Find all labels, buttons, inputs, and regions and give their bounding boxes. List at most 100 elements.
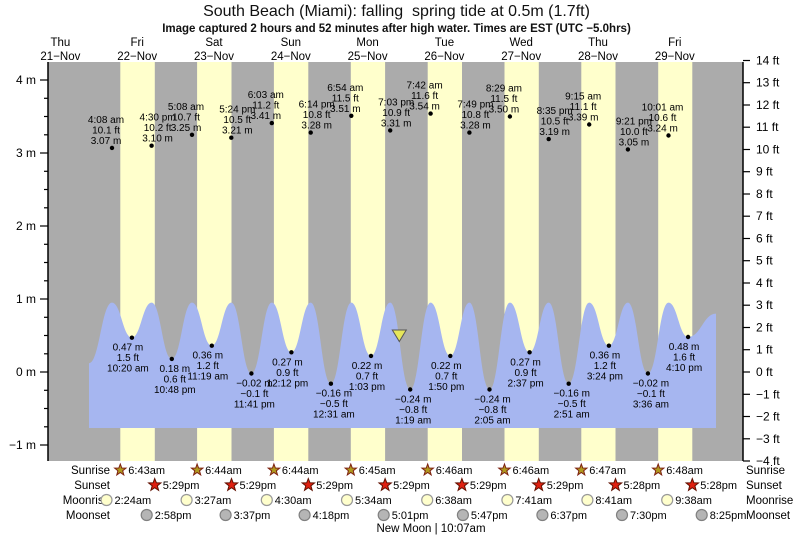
y-axis-right-label: 9 ft bbox=[756, 165, 773, 179]
day-label-date: 24−Nov bbox=[271, 51, 311, 63]
low-tide-time: 10:20 am bbox=[107, 364, 149, 375]
low-tide-time: 2:37 pm bbox=[508, 378, 544, 389]
low-tide-ft: 0.7 ft bbox=[356, 371, 378, 382]
sunrise-time: 6:47am bbox=[589, 465, 626, 477]
moonrise-time: 4:30am bbox=[275, 495, 312, 507]
low-tide-ft: 1.6 ft bbox=[673, 353, 695, 364]
low-tide-point bbox=[169, 356, 174, 362]
low-tide-time: 3:24 pm bbox=[587, 372, 623, 383]
low-tide-time: 1:19 am bbox=[395, 416, 431, 427]
moonrise-time: 6:38am bbox=[435, 495, 472, 507]
moonset-circle-icon bbox=[219, 508, 232, 522]
low-tide-m: −0.16 m bbox=[553, 389, 589, 400]
low-tide-ft: 1.2 ft bbox=[594, 361, 616, 372]
sunset-star-icon bbox=[377, 477, 393, 492]
low-tide-m: −0.24 m bbox=[395, 395, 431, 406]
low-tide-time: 11:41 pm bbox=[234, 400, 275, 411]
high-tide-ft: 11.1 ft bbox=[570, 102, 597, 113]
sunrise-star-icon bbox=[420, 462, 435, 477]
day-label-weekday: Fri bbox=[130, 37, 143, 49]
moonrise-circle-icon bbox=[421, 493, 434, 507]
y-axis-right-label: 3 ft bbox=[756, 298, 773, 312]
sunrise-star-icon bbox=[190, 462, 205, 477]
high-tide-time: 8:29 am bbox=[486, 84, 522, 95]
low-tide-time: 10:48 pm bbox=[154, 385, 196, 396]
high-tide-ft: 10.9 ft bbox=[382, 108, 410, 119]
day-label-weekday: Mon bbox=[356, 37, 378, 49]
low-tide-point bbox=[527, 350, 532, 355]
high-tide-m: 3.10 m bbox=[142, 134, 173, 145]
y-axis-right-label: 11 ft bbox=[756, 120, 779, 134]
high-tide-point bbox=[189, 132, 195, 137]
y-axis-right-label: 8 ft bbox=[756, 187, 773, 201]
moonset-time: 6:37pm bbox=[550, 510, 587, 522]
y-axis-right-label: −4 ft bbox=[756, 454, 780, 468]
day-label-date: 23−Nov bbox=[194, 51, 234, 63]
low-tide-point bbox=[645, 371, 651, 376]
sunrise-star-icon bbox=[113, 462, 128, 477]
low-tide-m: −0.02 m bbox=[236, 379, 272, 390]
day-label-weekday: Thu bbox=[588, 37, 608, 49]
high-tide-ft: 10.5 ft bbox=[223, 115, 251, 126]
sunset-time: 5:28pm bbox=[700, 480, 737, 492]
sunrise-time: 6:48am bbox=[666, 465, 703, 477]
moonrise-circle-icon bbox=[180, 493, 193, 507]
moonset-time: 7:30pm bbox=[630, 510, 667, 522]
sunrise-time: 6:45am bbox=[359, 465, 396, 477]
high-tide-time: 5:24 pm bbox=[219, 105, 255, 116]
day-label-date: 21−Nov bbox=[40, 51, 80, 63]
row-label-right-moonset: Moonset bbox=[746, 510, 791, 522]
low-tide-m: 0.27 m bbox=[272, 357, 303, 368]
high-tide-time: 6:54 am bbox=[327, 83, 363, 94]
y-axis-right-label: 6 ft bbox=[756, 232, 773, 246]
low-tide-ft: −0.8 ft bbox=[478, 405, 506, 416]
high-tide-m: 3.50 m bbox=[489, 105, 520, 116]
y-axis-left-label: 1 m bbox=[16, 292, 36, 306]
day-label-weekday: Fri bbox=[668, 37, 681, 49]
high-tide-ft: 10.7 ft bbox=[172, 112, 200, 123]
chart-title: South Beach (Miami): falling spring tide… bbox=[203, 3, 590, 20]
low-tide-ft: 1.5 ft bbox=[117, 353, 139, 364]
high-tide-ft: 11.6 ft bbox=[411, 91, 438, 102]
low-tide-point bbox=[129, 335, 135, 340]
y-axis-left-label: 0 m bbox=[16, 365, 36, 379]
low-tide-point bbox=[368, 353, 374, 359]
moonset-time: 5:01pm bbox=[392, 510, 429, 522]
moonset-time: 3:37pm bbox=[234, 510, 271, 522]
moonset-circle-icon bbox=[298, 508, 311, 522]
y-axis-right-label: 7 ft bbox=[756, 209, 773, 223]
moonrise-circle-icon bbox=[260, 493, 273, 507]
moonrise-time: 2:24am bbox=[115, 495, 152, 507]
sunset-time: 5:29pm bbox=[316, 480, 353, 492]
chart-subtitle: Image captured 2 hours and 52 minutes af… bbox=[162, 23, 631, 35]
high-tide-time: 4:30 pm bbox=[140, 113, 176, 124]
day-label-weekday: Sat bbox=[205, 37, 223, 49]
low-tide-m: 0.18 m bbox=[160, 364, 191, 375]
sunrise-star-icon bbox=[266, 462, 282, 477]
low-tide-m: 0.27 m bbox=[510, 357, 541, 368]
day-label-weekday: Tue bbox=[435, 37, 454, 49]
low-tide-point bbox=[249, 371, 254, 376]
sunrise-star-icon bbox=[574, 462, 589, 477]
moonset-time: 5:47pm bbox=[471, 510, 508, 522]
y-axis-right-label: 13 ft bbox=[756, 76, 780, 90]
low-tide-m: −0.24 m bbox=[474, 395, 510, 406]
low-tide-ft: 0.6 ft bbox=[164, 374, 186, 385]
low-tide-time: 2:05 am bbox=[474, 416, 510, 427]
low-tide-point bbox=[487, 387, 492, 392]
high-tide-time: 7:03 pm bbox=[378, 97, 414, 108]
high-tide-ft: 10.8 ft bbox=[303, 110, 331, 121]
high-tide-m: 3.28 m bbox=[460, 121, 491, 132]
high-tide-point bbox=[467, 130, 472, 135]
low-tide-ft: −0.8 ft bbox=[399, 405, 427, 416]
sunset-time: 5:29pm bbox=[240, 480, 277, 492]
low-tide-time: 12:31 am bbox=[313, 410, 355, 421]
y-axis-left-label: −1 m bbox=[9, 438, 36, 452]
low-tide-point bbox=[448, 353, 453, 359]
day-label-date: 25−Nov bbox=[348, 51, 388, 63]
low-tide-point bbox=[606, 343, 612, 348]
high-tide-ft: 11.2 ft bbox=[252, 101, 279, 112]
sunset-time: 5:29pm bbox=[547, 480, 584, 492]
sunrise-star-icon bbox=[343, 462, 358, 477]
high-tide-time: 7:42 am bbox=[407, 81, 443, 92]
